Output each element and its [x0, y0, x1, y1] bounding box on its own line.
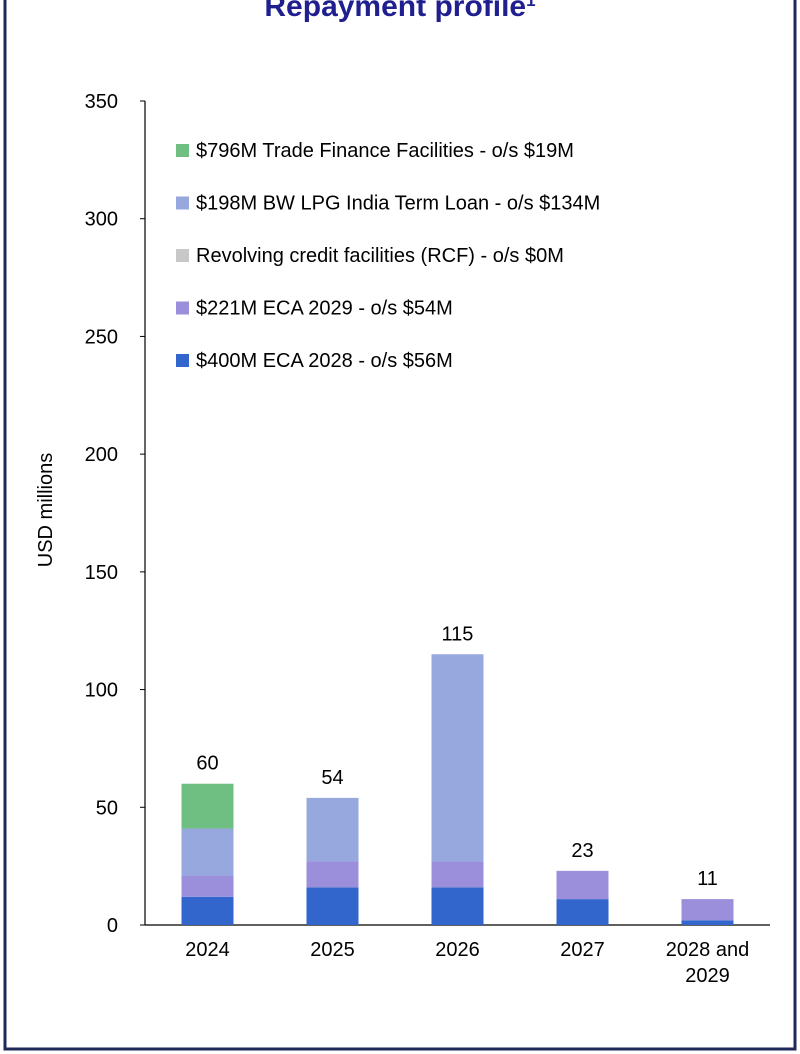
title-text: Repayment profile — [264, 0, 526, 23]
y-tick-label: 200 — [85, 444, 118, 466]
y-tick-label: 0 — [107, 915, 118, 937]
bar-segment — [431, 654, 484, 862]
total-label: 11 — [697, 868, 718, 890]
y-tick-label: 300 — [85, 209, 118, 231]
bar-segment — [556, 899, 609, 925]
x-tick-label: 2024 — [185, 939, 230, 961]
bar-segment — [181, 875, 234, 897]
bar-segment — [306, 887, 359, 925]
bar-segment — [681, 920, 734, 925]
bar-segment — [181, 828, 234, 876]
legend-swatch — [176, 249, 189, 262]
title-note: 1 — [526, 0, 535, 10]
bar-segment — [431, 861, 484, 888]
y-axis-label: USD millions — [35, 453, 57, 567]
total-label: 23 — [571, 840, 593, 862]
bar-segment — [306, 861, 359, 888]
y-tick-label: 150 — [85, 562, 118, 584]
legend-label: $796M Trade Finance Facilities - o/s $19… — [196, 140, 574, 162]
bar-segment — [431, 887, 484, 925]
chart-title: Repayment profile1 — [264, 0, 535, 23]
total-label: 115 — [442, 623, 474, 645]
y-tick-label: 350 — [85, 91, 118, 113]
bar-segment — [556, 870, 609, 900]
frame — [3, 0, 797, 1051]
total-label: 54 — [321, 767, 343, 789]
bar-segment — [181, 783, 234, 829]
y-tick-label: 250 — [85, 326, 118, 348]
x-tick-label: 2027 — [560, 939, 605, 961]
legend-swatch — [176, 196, 189, 210]
total-label: 60 — [196, 753, 218, 775]
legend-label: Revolving credit facilities (RCF) - o/s … — [196, 245, 564, 267]
legend-label: $198M BW LPG India Term Loan - o/s $134M — [196, 193, 600, 215]
x-tick-label: 2028 and 2029 — [665, 939, 750, 987]
legend-swatch — [176, 354, 189, 367]
legend-label: $400M ECA 2028 - o/s $56M — [196, 350, 453, 372]
legend-swatch — [176, 301, 189, 315]
y-tick-label: 50 — [96, 797, 118, 819]
y-tick-label: 100 — [85, 680, 118, 702]
x-tick-label: 2025 — [310, 939, 355, 961]
x-tick-label: 2026 — [435, 939, 480, 961]
bar-segment — [681, 899, 734, 921]
legend-swatch — [176, 144, 189, 157]
bar-segment — [181, 896, 234, 925]
legend-label: $221M ECA 2029 - o/s $54M — [196, 298, 453, 320]
bar-segment — [306, 797, 359, 862]
